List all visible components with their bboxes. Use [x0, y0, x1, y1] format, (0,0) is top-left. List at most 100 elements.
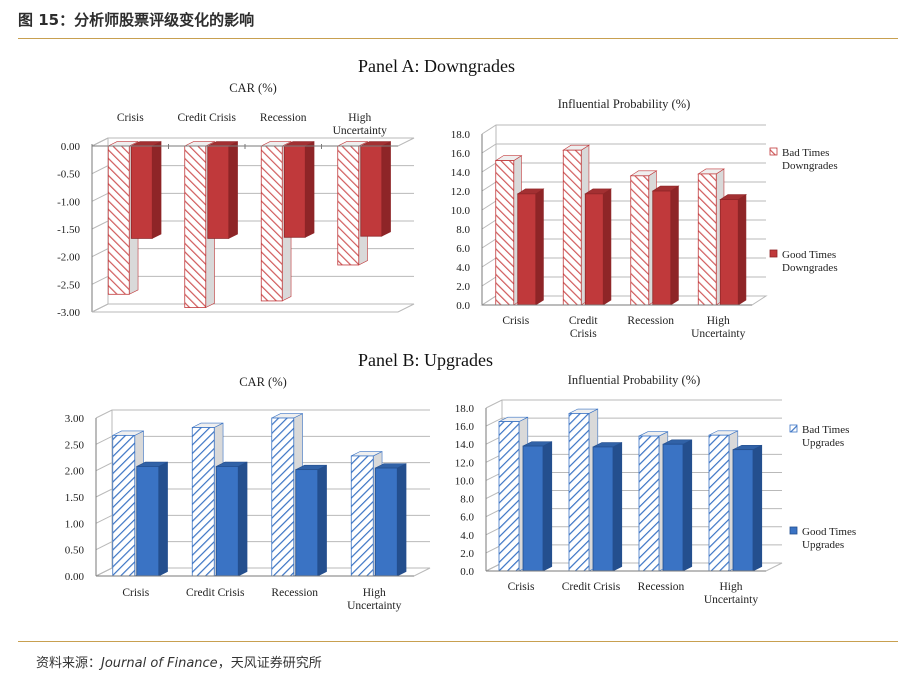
bar-a-prob-s1-c1	[584, 193, 604, 306]
bar-b-prob-s0-c0	[498, 421, 520, 572]
y-tick-label: 0.0	[456, 300, 470, 312]
bar-a-prob-s0-c2	[630, 175, 650, 306]
bar-a-car-s1-c3	[360, 145, 383, 237]
bar-b-car-s0-c1	[191, 427, 215, 577]
category-label: Crisis	[502, 315, 529, 327]
chart-b-prob: Influential Probability (%) 0.0 2.0 4.0 6.0 8…	[455, 373, 856, 606]
y-tick-label: 0.0	[460, 566, 474, 578]
y-tick-label: 10.0	[451, 205, 471, 217]
bottom-plane	[91, 303, 415, 313]
gridline	[91, 303, 414, 313]
category-label: Crisis	[117, 112, 144, 124]
legend-swatch	[789, 424, 798, 433]
chart-a-car: CAR (%) 0.00 -0.50 -1.00 -1.50 -2.00 -2.50 -3.0…	[57, 81, 415, 319]
chart-a-prob: Influential Probability (%) 0.0 2.0 4.0 6.0 8…	[451, 97, 838, 340]
top-rule	[18, 38, 898, 39]
bar-side	[670, 185, 679, 306]
y-tick-label: 6.0	[456, 243, 470, 255]
bar-side	[396, 463, 407, 577]
bar-a-car-s1-c2	[283, 145, 306, 238]
bar-side	[535, 188, 544, 306]
category-label: Crisis	[122, 587, 149, 599]
bar-a-car-s1-c0	[130, 145, 153, 239]
category-label: Credit Crisis	[562, 581, 621, 593]
bar-b-car-s1-c2	[295, 469, 319, 577]
category-label: Credit Crisis	[186, 587, 245, 599]
legend-label: Good Times	[802, 526, 856, 538]
y-tick-label: 3.00	[65, 413, 85, 425]
category-label: Credit	[569, 315, 599, 327]
bar-a-prob-s0-c1	[562, 149, 582, 306]
y-tick-label: -0.50	[57, 169, 80, 181]
category-label: Recession	[260, 112, 307, 124]
legend-label: Upgrades	[802, 539, 844, 551]
legend-label: Upgrades	[802, 437, 844, 449]
y-tick-label: 6.0	[460, 512, 474, 524]
category-label: Uncertainty	[347, 600, 402, 612]
chart-title: CAR (%)	[239, 375, 287, 389]
bar-side	[752, 444, 763, 572]
y-tick-label: 14.0	[451, 167, 471, 179]
bar-side	[602, 188, 612, 306]
bar-b-car-s0-c3	[350, 455, 374, 577]
bar-side	[737, 194, 747, 306]
y-tick-label: 8.0	[456, 224, 470, 236]
bar-side	[228, 141, 238, 239]
category-label: Uncertainty	[704, 594, 759, 606]
legend-label: Bad Times	[802, 424, 849, 436]
source-prefix: 资料来源：	[36, 656, 102, 671]
bar-b-prob-s0-c1	[568, 413, 590, 572]
figure-title: 图 15：分析师股票评级变化的影响	[18, 11, 255, 29]
y-tick-label: 0.50	[65, 545, 85, 557]
bar-b-car-s0-c0	[112, 434, 136, 577]
category-label: High	[363, 587, 386, 599]
category-label: Recession	[638, 581, 685, 593]
bar-a-prob-s0-c0	[495, 160, 515, 306]
gridline	[485, 417, 782, 427]
bar-b-car-s1-c3	[374, 467, 398, 577]
y-tick-label: 12.0	[451, 186, 471, 198]
y-tick-label: 2.0	[456, 281, 470, 293]
panel-b-title: Panel B: Upgrades	[358, 350, 493, 370]
source-suffix: ，天风证券研究所	[217, 656, 322, 671]
y-tick-label: 8.0	[460, 494, 474, 506]
bar-a-car-s0-c2	[260, 145, 283, 302]
bar-a-car-s1-c1	[207, 145, 230, 239]
category-label: Recession	[271, 587, 318, 599]
y-tick-label: 2.0	[460, 548, 474, 560]
y-tick-label: 2.00	[65, 466, 85, 478]
bar-side	[682, 439, 693, 572]
y-tick-label: 10.0	[455, 475, 475, 487]
chart-title: Influential Probability (%)	[568, 373, 701, 387]
source-journal: Journal of Finance	[101, 656, 218, 671]
y-tick-label: 12.0	[455, 457, 475, 469]
y-tick-label: 0.00	[65, 571, 85, 583]
legend-swatch	[769, 249, 778, 258]
bar-side	[237, 461, 248, 577]
bar-a-car-s0-c0	[107, 145, 130, 295]
bar-b-car-s1-c1	[215, 466, 239, 577]
bar-side	[151, 141, 162, 239]
bar-side	[158, 461, 168, 577]
legend-label: Downgrades	[782, 160, 838, 172]
bar-b-prob-s1-c3	[732, 449, 754, 572]
y-tick-label: -2.50	[57, 279, 80, 291]
y-tick-label: 14.0	[455, 439, 475, 451]
gridline	[95, 409, 430, 419]
bar-b-prob-s1-c2	[662, 443, 684, 572]
gridline	[485, 399, 782, 409]
bar-side	[542, 441, 553, 572]
bar-a-prob-s1-c2	[652, 190, 672, 306]
bar-b-car-s1-c0	[136, 466, 160, 577]
y-tick-label: 18.0	[455, 403, 475, 415]
y-tick-label: 4.0	[460, 530, 474, 542]
bar-b-car-s0-c2	[271, 417, 295, 577]
y-tick-label: 2.50	[65, 439, 85, 451]
chart-title: CAR (%)	[229, 81, 277, 95]
bar-b-prob-s0-c2	[638, 435, 660, 572]
legend-swatch	[789, 526, 798, 535]
bar-a-prob-s0-c3	[697, 173, 717, 306]
chart-title: Influential Probability (%)	[558, 97, 691, 111]
category-label: High	[348, 112, 371, 124]
bar-a-car-s0-c1	[184, 145, 207, 308]
